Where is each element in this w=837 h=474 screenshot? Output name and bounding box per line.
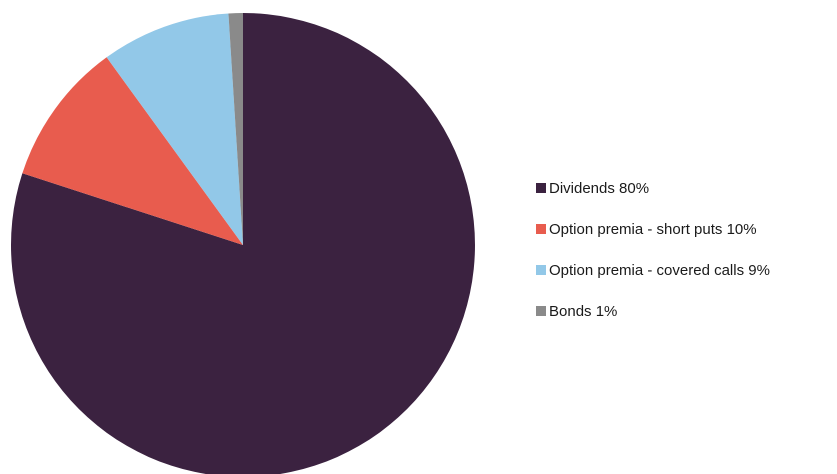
- pie-slice-bonds: [228, 13, 243, 245]
- legend-item-short-puts: Option premia - short puts 10%: [536, 219, 831, 239]
- legend-swatch-bonds: [536, 306, 546, 316]
- legend-label-dividends: Dividends 80%: [549, 179, 650, 197]
- pie-slice-covered-calls: [106, 13, 243, 245]
- legend-swatch-covered-calls: [536, 265, 546, 275]
- legend-item-bonds: Bonds 1%: [536, 301, 831, 321]
- pie-slice-short-puts: [22, 57, 243, 246]
- legend-swatch-dividends: [536, 183, 546, 193]
- legend-item-dividends: Dividends 80%: [536, 178, 831, 198]
- legend-item-covered-calls: Option premia - covered calls 9%: [536, 260, 831, 280]
- legend-label-short-puts: Option premia - short puts 10%: [549, 220, 757, 238]
- legend-swatch-short-puts: [536, 224, 546, 234]
- legend: Dividends 80% Option premia - short puts…: [536, 178, 831, 342]
- legend-label-covered-calls: Option premia - covered calls 9%: [549, 261, 770, 279]
- legend-label-bonds: Bonds 1%: [549, 302, 618, 320]
- pie-slice-dividends: [11, 13, 475, 474]
